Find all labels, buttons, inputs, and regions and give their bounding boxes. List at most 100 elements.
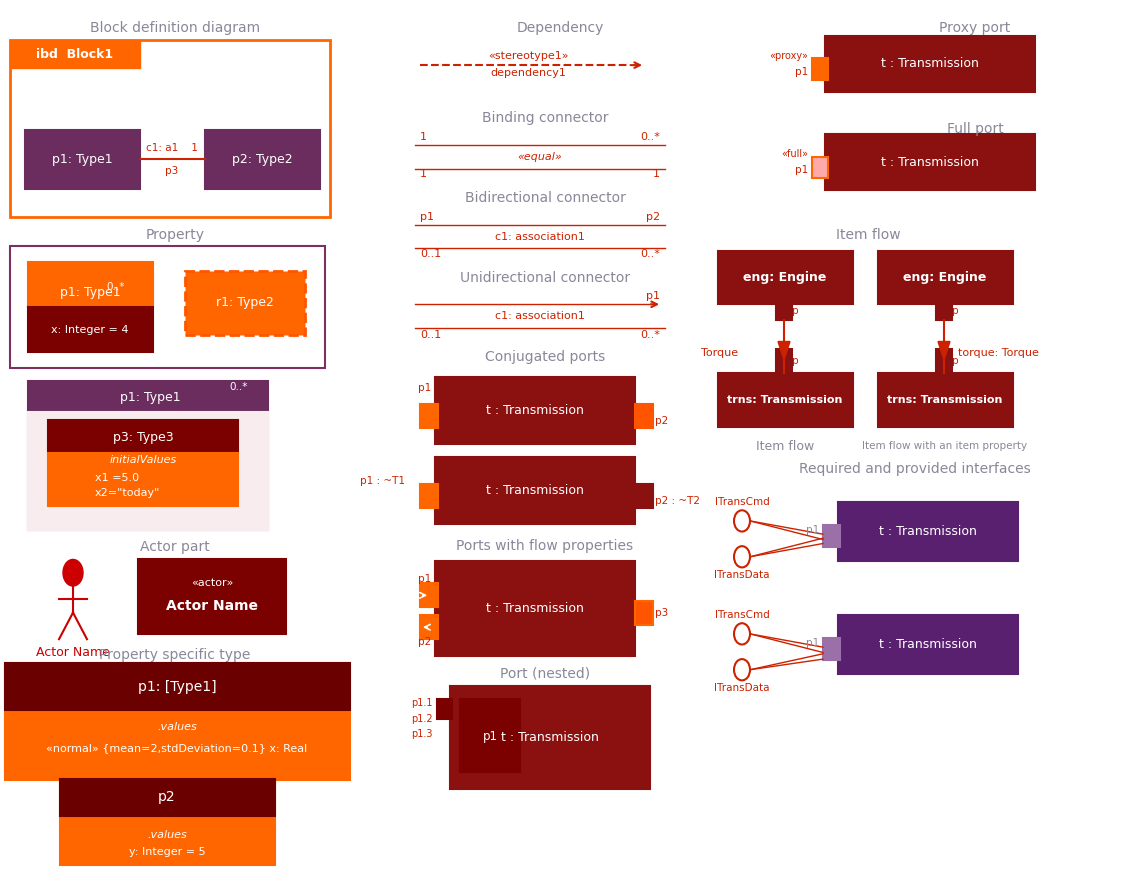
Text: Required and provided interfaces: Required and provided interfaces <box>799 462 1030 477</box>
Text: p1: p1 <box>806 638 819 648</box>
Bar <box>718 252 853 304</box>
Text: 1: 1 <box>420 132 427 142</box>
Text: 0..*: 0..* <box>640 249 660 259</box>
Text: Item flow: Item flow <box>836 228 900 242</box>
Text: «normal» {mean=2,stdDeviation=0.1} x: Real: «normal» {mean=2,stdDeviation=0.1} x: Re… <box>47 743 308 753</box>
Text: p1.1: p1.1 <box>411 698 433 708</box>
Text: Unidirectional connector: Unidirectional connector <box>460 271 630 284</box>
Text: Bidirectional connector: Bidirectional connector <box>465 191 625 205</box>
Text: Ports with flow properties: Ports with flow properties <box>457 539 633 553</box>
Text: y: Integer = 5: y: Integer = 5 <box>128 847 205 857</box>
Text: 0..*: 0..* <box>230 381 248 392</box>
Text: t : Transmission: t : Transmission <box>487 484 584 497</box>
Text: ibd  Block1: ibd Block1 <box>37 48 113 61</box>
Text: Actor part: Actor part <box>140 541 210 555</box>
Text: torque: Torque: torque: Torque <box>958 348 1039 358</box>
Text: trns: Transmission: trns: Transmission <box>887 395 1003 405</box>
Bar <box>60 779 275 865</box>
Text: p2: p2 <box>418 637 432 647</box>
Bar <box>435 457 635 524</box>
Text: ITransData: ITransData <box>714 684 769 693</box>
Text: t : Transmission: t : Transmission <box>881 156 979 169</box>
Text: p: p <box>951 356 958 366</box>
Bar <box>27 261 153 307</box>
Text: Binding connector: Binding connector <box>482 111 608 125</box>
Text: p1: p1 <box>482 730 497 742</box>
Text: 1: 1 <box>420 169 427 179</box>
Bar <box>10 40 330 217</box>
Polygon shape <box>777 341 790 360</box>
Text: Item flow with an item property: Item flow with an item property <box>862 442 1027 452</box>
Text: x: Integer = 4: x: Integer = 4 <box>52 324 128 334</box>
Text: t : Transmission: t : Transmission <box>502 731 599 744</box>
Text: p3: Type3: p3: Type3 <box>112 430 173 444</box>
Bar <box>435 378 635 444</box>
Text: «actor»: «actor» <box>191 579 234 589</box>
Circle shape <box>63 559 82 586</box>
Bar <box>5 663 350 709</box>
Text: trns: Transmission: trns: Transmission <box>727 395 843 405</box>
Text: p1: p1 <box>806 525 819 535</box>
Bar <box>420 615 439 639</box>
Bar <box>27 412 268 530</box>
Bar <box>812 59 828 80</box>
Text: Dependency: Dependency <box>516 21 603 35</box>
Text: 0..*: 0..* <box>106 282 125 292</box>
Bar <box>718 373 853 427</box>
Text: p2: p2 <box>655 416 669 426</box>
Text: p1: p1 <box>420 212 434 221</box>
Bar <box>838 502 1018 561</box>
Bar <box>27 381 268 530</box>
Text: p2 : ~T2: p2 : ~T2 <box>655 496 700 506</box>
Text: «full»: «full» <box>781 149 808 159</box>
Bar <box>776 299 792 320</box>
Text: p1.3: p1.3 <box>411 728 433 739</box>
Polygon shape <box>938 341 950 360</box>
Text: t : Transmission: t : Transmission <box>487 404 584 417</box>
Text: Property specific type: Property specific type <box>100 648 251 662</box>
Bar <box>878 373 1013 427</box>
Text: Property: Property <box>145 228 205 242</box>
Text: Torque: Torque <box>701 348 739 358</box>
Bar <box>435 561 635 656</box>
Bar <box>25 130 140 188</box>
Text: Conjugated ports: Conjugated ports <box>484 350 605 364</box>
Text: t : Transmission: t : Transmission <box>879 638 977 651</box>
Bar <box>10 246 325 368</box>
Bar <box>5 663 350 780</box>
Bar <box>635 404 653 428</box>
Text: 1: 1 <box>653 169 660 179</box>
Text: r1: Type2: r1: Type2 <box>216 296 274 309</box>
Text: p1: p1 <box>418 383 432 393</box>
Text: 0..*: 0..* <box>640 330 660 340</box>
Text: p3: p3 <box>655 607 669 618</box>
Text: 0..1: 0..1 <box>420 249 441 259</box>
Bar <box>635 601 653 625</box>
Text: p: p <box>951 306 958 316</box>
Bar <box>420 484 439 508</box>
Bar <box>437 699 452 719</box>
Text: Port (nested): Port (nested) <box>500 667 590 681</box>
Bar <box>460 699 520 772</box>
Bar <box>838 615 1018 674</box>
Text: Actor Name: Actor Name <box>35 646 110 659</box>
Text: p1: Type1: p1: Type1 <box>52 153 112 166</box>
Text: ITransData: ITransData <box>714 571 769 581</box>
Text: eng: Engine: eng: Engine <box>903 271 987 284</box>
Text: Block definition diagram: Block definition diagram <box>90 21 260 35</box>
Text: x1 =5.0: x1 =5.0 <box>95 473 140 484</box>
Text: «proxy»: «proxy» <box>769 51 808 60</box>
Bar <box>185 271 305 335</box>
Text: c1: a1    1: c1: a1 1 <box>147 142 198 153</box>
Text: p1: Type1: p1: Type1 <box>60 286 120 299</box>
Text: p1: p1 <box>646 292 660 301</box>
Text: p2: Type2: p2: Type2 <box>231 153 292 166</box>
Text: ITransCmd: ITransCmd <box>714 497 769 508</box>
Text: p1: [Type1]: p1: [Type1] <box>137 680 216 694</box>
Bar <box>826 134 1035 190</box>
Bar <box>826 36 1035 92</box>
Bar <box>48 420 238 453</box>
Text: p2: p2 <box>158 790 176 805</box>
Text: dependency1: dependency1 <box>490 68 566 78</box>
Text: Actor Name: Actor Name <box>166 599 258 613</box>
